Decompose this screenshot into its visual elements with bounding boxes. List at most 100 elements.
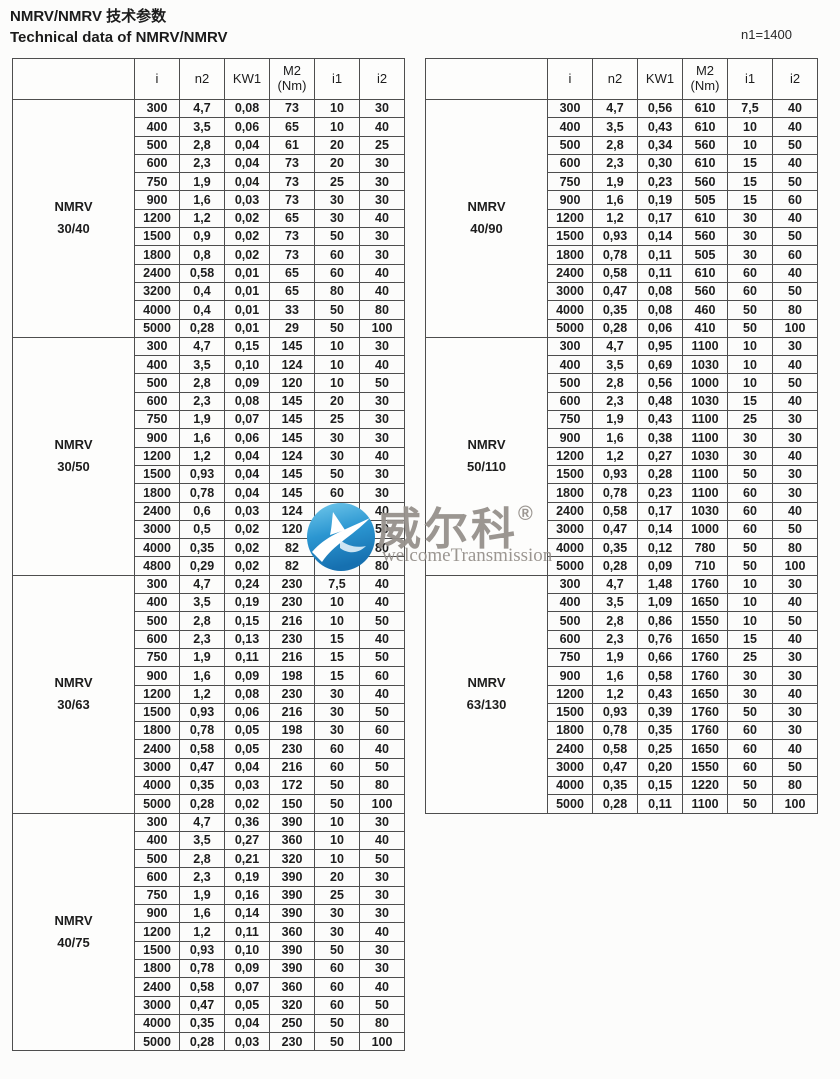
spec-cell: 1100 xyxy=(682,464,728,485)
spec-cell: 10 xyxy=(727,117,773,137)
spec-cell: 172 xyxy=(269,775,315,796)
spec-cell: 0,34 xyxy=(637,135,683,155)
spec-cell: 1030 xyxy=(682,501,728,521)
spec-cell: 0,28 xyxy=(179,794,225,814)
spec-row: 1500 0,93 0,04 145 50 30 xyxy=(13,464,405,485)
spec-cell: 150 xyxy=(269,794,315,814)
spec-cell: 30 xyxy=(359,812,405,832)
spec-cell: 82 xyxy=(269,538,315,558)
spec-cell: 3,5 xyxy=(592,593,638,613)
spec-cell: 600 xyxy=(134,867,180,887)
spec-cell: 30 xyxy=(772,464,818,485)
spec-cell: 1000 xyxy=(682,519,728,540)
spec-cell: 4000 xyxy=(547,300,593,320)
spec-cell: 2,3 xyxy=(179,391,225,412)
spec-cell: 1800 xyxy=(547,721,593,741)
spec-cell: 750 xyxy=(547,172,593,192)
spec-cell: 0,04 xyxy=(224,757,270,777)
spec-cell: 60 xyxy=(727,483,773,503)
spec-cell: 2,8 xyxy=(179,135,225,155)
spec-cell: 0,58 xyxy=(179,263,225,283)
spec-cell: 0,5 xyxy=(179,519,225,540)
spec-cell: 50 xyxy=(727,538,773,558)
spec-cell: 400 xyxy=(547,355,593,375)
spec-cell: 4000 xyxy=(134,775,180,796)
spec-cell: 80 xyxy=(772,538,818,558)
spec-cell: 20 xyxy=(314,135,360,155)
spec-row: 400 3,5 0,43 610 10 40 xyxy=(426,117,818,137)
spec-row: 2400 0,58 0,25 1650 60 40 xyxy=(426,739,818,759)
spec-row: 1800 0,78 0,05 198 30 60 xyxy=(13,721,405,741)
spec-row: 4000 0,35 0,04 250 50 80 xyxy=(13,1013,405,1034)
spec-cell: 60 xyxy=(314,501,360,521)
spec-cell: 1200 xyxy=(547,684,593,704)
column-header-i2: i2 xyxy=(359,58,405,100)
spec-cell: 0,28 xyxy=(592,318,638,338)
spec-cell: 0,69 xyxy=(637,355,683,375)
spec-cell: 73 xyxy=(269,227,315,247)
spec-cell: 50 xyxy=(314,464,360,485)
spec-row: 500 2,8 0,21 320 10 50 xyxy=(13,849,405,869)
right-spec-table: i n2 KW1 M2 (Nm) i1 i2 NMRV 40/90 300 4,7 0,56 610 7,… xyxy=(425,58,818,814)
spec-cell: 15 xyxy=(727,391,773,412)
spec-cell: 0,02 xyxy=(224,227,270,247)
spec-cell: 750 xyxy=(134,647,180,668)
spec-cell: 60 xyxy=(314,958,360,979)
spec-cell: 2,3 xyxy=(592,391,638,412)
spec-cell: 320 xyxy=(269,849,315,869)
spec-row: 400 3,5 0,27 360 10 40 xyxy=(13,830,405,851)
spec-row: 4000 0,35 0,15 1220 50 80 xyxy=(426,775,818,796)
spec-cell: 900 xyxy=(547,190,593,210)
spec-cell: 460 xyxy=(682,300,728,320)
spec-cell: 50 xyxy=(314,1032,360,1052)
spec-cell: 50 xyxy=(359,702,405,723)
spec-cell: 30 xyxy=(772,702,818,723)
spec-cell: 10 xyxy=(727,355,773,375)
spec-cell: 10 xyxy=(314,117,360,137)
spec-cell: 1800 xyxy=(547,483,593,503)
spec-cell: 3200 xyxy=(134,281,180,302)
column-header-i: i xyxy=(134,58,180,100)
spec-cell: 0,09 xyxy=(224,958,270,979)
spec-cell: 0,04 xyxy=(224,135,270,155)
spec-cell: 25 xyxy=(359,135,405,155)
spec-cell: 50 xyxy=(314,794,360,814)
spec-cell: 50 xyxy=(314,227,360,247)
spec-cell: 73 xyxy=(269,98,315,119)
spec-cell: 0,08 xyxy=(637,281,683,302)
spec-cell: 5000 xyxy=(134,318,180,338)
spec-cell: 1200 xyxy=(547,208,593,229)
spec-cell: 50 xyxy=(772,227,818,247)
spec-cell: 0,28 xyxy=(637,464,683,485)
spec-cell: 0,08 xyxy=(224,98,270,119)
spec-cell: 1,9 xyxy=(179,410,225,430)
spec-cell: 30 xyxy=(314,904,360,924)
spec-cell: 40 xyxy=(772,153,818,174)
spec-cell: 0,15 xyxy=(224,336,270,357)
column-header-n2: n2 xyxy=(179,58,225,100)
spec-cell: 216 xyxy=(269,702,315,723)
spec-cell: 600 xyxy=(547,153,593,174)
spec-cell: 1,6 xyxy=(592,666,638,686)
spec-cell: 1030 xyxy=(682,446,728,466)
spec-cell: 1,2 xyxy=(179,446,225,466)
spec-cell: 0,35 xyxy=(592,775,638,796)
spec-cell: 1500 xyxy=(134,940,180,960)
model-column-header xyxy=(12,58,135,100)
spec-cell: 30 xyxy=(314,446,360,466)
spec-cell: 60 xyxy=(727,263,773,283)
spec-cell: 0,14 xyxy=(637,227,683,247)
spec-cell: 0,47 xyxy=(592,281,638,302)
spec-row: 900 1,6 0,06 145 30 30 xyxy=(13,428,405,448)
spec-row: 400 3,5 0,06 65 10 40 xyxy=(13,117,405,137)
spec-cell: 4,7 xyxy=(179,336,225,357)
spec-cell: 230 xyxy=(269,1032,315,1052)
spec-cell: 216 xyxy=(269,611,315,631)
spec-row: 1800 0,78 0,35 1760 60 30 xyxy=(426,721,818,741)
spec-row: 500 2,8 0,34 560 10 50 xyxy=(426,135,818,155)
spec-cell: 30 xyxy=(359,428,405,448)
spec-cell: 65 xyxy=(269,281,315,302)
spec-cell: 0,12 xyxy=(637,538,683,558)
spec-cell: 0,09 xyxy=(224,373,270,393)
spec-cell: 30 xyxy=(727,666,773,686)
